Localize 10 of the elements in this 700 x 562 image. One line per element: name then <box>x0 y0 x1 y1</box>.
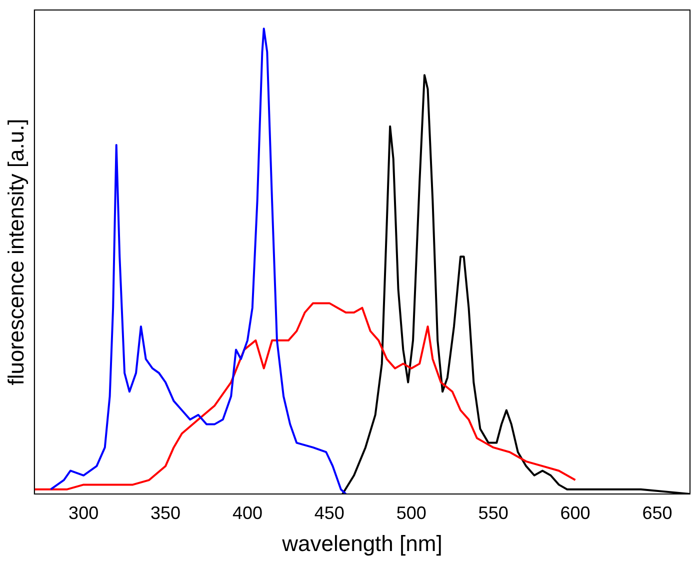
x-tick-label: 400 <box>232 502 262 523</box>
x-tick-label: 600 <box>560 502 590 523</box>
x-tick-label: 450 <box>314 502 344 523</box>
x-tick-label: 550 <box>478 502 508 523</box>
x-axis-title: wavelength [nm] <box>281 530 442 556</box>
y-axis-title: fluorescence intensity [a.u.] <box>3 118 28 386</box>
x-tick-label: 300 <box>68 502 99 523</box>
x-tick-label: 350 <box>150 502 181 523</box>
x-tick-label: 650 <box>642 502 672 523</box>
x-tick-label: 500 <box>396 502 426 523</box>
